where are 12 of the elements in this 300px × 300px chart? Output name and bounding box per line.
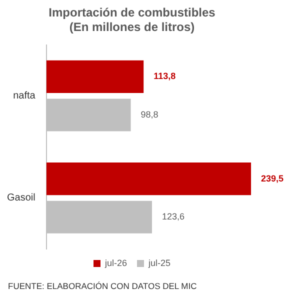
bar <box>46 162 252 196</box>
bar <box>46 60 144 93</box>
y-tick-label: Gasoil <box>6 192 36 204</box>
y-tick-label: nafta <box>13 90 36 102</box>
data-label: 239,5 <box>261 173 284 184</box>
legend-label: jul-25 <box>148 258 171 268</box>
data-label: 123,6 <box>162 212 185 222</box>
source-note: FUENTE: ELABORACIÓN CON DATOS DEL MIC <box>8 281 197 291</box>
legend-label: jul-26 <box>104 258 128 268</box>
chart-title: Importación de combustibles (En millones de litros) <box>48 6 216 34</box>
data-label: 113,8 <box>154 71 176 82</box>
data-label: 98,8 <box>140 109 158 120</box>
